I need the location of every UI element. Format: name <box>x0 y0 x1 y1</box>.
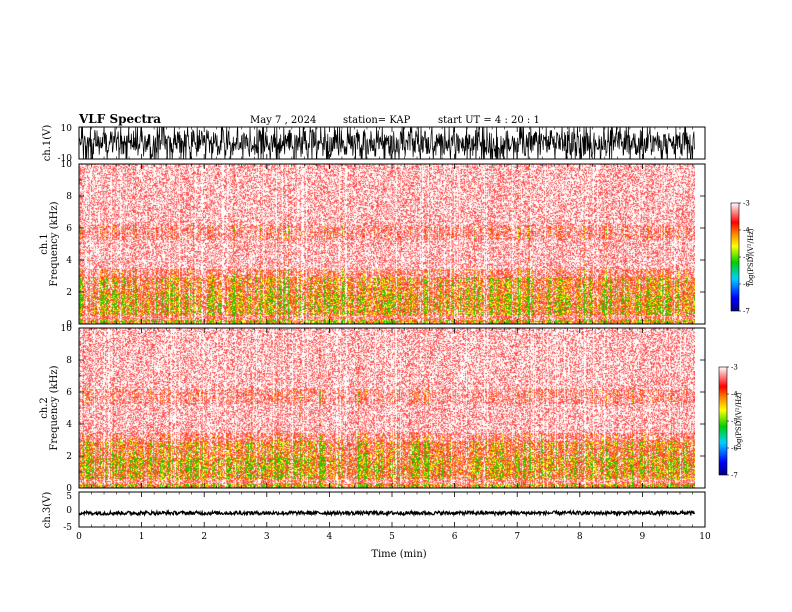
ytick-label: 8 <box>66 192 72 202</box>
ch3-ylabel: ch.3(V) <box>42 492 53 529</box>
ytick-label: 6 <box>66 224 72 234</box>
ytick-label: 0 <box>66 320 72 330</box>
ch3-waveform <box>79 508 695 518</box>
xtick-label: 1 <box>139 532 145 542</box>
time-xlabel: Time (min) <box>371 549 426 560</box>
xtick-label: 5 <box>389 532 395 542</box>
ch1-ytick-10: 10 <box>61 124 73 134</box>
ch2-channel-label: ch.2 <box>39 397 50 419</box>
ch3-ytick-neg5: -5 <box>63 523 72 533</box>
colorbar-tick-label: -3 <box>743 200 750 208</box>
ytick-label: 4 <box>66 420 72 430</box>
ch2-colorbar <box>718 366 728 476</box>
ch1-spectrogram-xticks <box>78 164 706 324</box>
ch3-ytick-5: 5 <box>66 492 72 502</box>
start-time-label: start UT = 4 : 20 : 1 <box>438 115 540 126</box>
ch3-ytick-0: 0 <box>66 506 72 516</box>
ch1-xticks <box>78 127 706 159</box>
ch3-waveform-frame <box>78 491 706 528</box>
station-label: station= KAP <box>343 115 411 126</box>
ytick-label: 10 <box>61 160 73 170</box>
colorbar-tick-label: -6 <box>731 445 738 453</box>
colorbar-tick-label: -5 <box>743 254 750 262</box>
ch2-freq-yticks: 0 2 4 6 8 10 <box>61 324 705 494</box>
ch1-ylabel: ch.1(V) <box>42 125 53 162</box>
colorbar-tick-label: -7 <box>731 472 738 480</box>
ytick-label: 4 <box>66 256 72 266</box>
xtick-label: 7 <box>514 532 520 542</box>
colorbar-tick-label: -3 <box>731 364 738 372</box>
colorbar-tick-label: -7 <box>743 308 750 316</box>
ytick-label: 2 <box>66 452 72 462</box>
ch3-waveform-trace <box>79 508 695 518</box>
ch2-spectrogram-xticks <box>78 328 706 488</box>
ch2-spectrogram <box>79 328 695 488</box>
xtick-label: 3 <box>264 532 270 542</box>
ytick-label: 2 <box>66 288 72 298</box>
xtick-label: 2 <box>201 532 207 542</box>
ch1-colorbar-ticks: -3 -4 -5 -6 -7 <box>739 200 750 316</box>
ch2-colorbar-ticks: -3 -4 -5 -6 -7 <box>727 364 738 480</box>
ch1-waveform-trace <box>79 127 695 159</box>
time-xticks: 0 1 2 3 4 5 6 7 8 9 10 <box>76 492 711 542</box>
xtick-label: 9 <box>640 532 646 542</box>
ch1-waveform-panel: 10 -10 ch.1(V) <box>42 124 706 164</box>
xtick-label: 4 <box>327 532 333 542</box>
ytick-label: 8 <box>66 356 72 366</box>
colorbar-tick-label: -4 <box>743 227 750 235</box>
ch1-colorbar <box>730 202 740 312</box>
xtick-label: 6 <box>452 532 458 542</box>
ch2-freq-ylabel: Frequency (kHz) <box>49 365 60 450</box>
ch1-freq-yticks: 0 2 4 6 8 10 <box>61 160 705 330</box>
colorbar-tick-label: -6 <box>743 281 750 289</box>
ch1-channel-label: ch.1 <box>39 233 50 255</box>
ch1-colorbar-label: log(PSD)(V²/Hz) <box>747 228 755 285</box>
colorbar-tick-label: -4 <box>731 391 738 399</box>
xtick-label: 0 <box>76 532 82 542</box>
colorbar-tick-label: -5 <box>731 418 738 426</box>
ytick-label: 10 <box>61 324 73 334</box>
ch1-waveform <box>79 127 695 159</box>
xtick-label: 10 <box>699 532 711 542</box>
xtick-label: 8 <box>577 532 583 542</box>
ch3-waveform-panel: 5 0 -5 ch.3(V) 0 1 2 3 4 5 6 7 8 9 10 Time (min) <box>42 491 711 560</box>
ch1-ytick-neg10: -10 <box>58 154 73 164</box>
ytick-label: 6 <box>66 388 72 398</box>
date-label: May 7 , 2024 <box>250 115 316 126</box>
ch2-colorbar-label: log(PSD)(V²/Hz) <box>735 392 743 449</box>
chart-title: VLF Spectra <box>78 112 161 126</box>
ch1-freq-ylabel: Frequency (kHz) <box>49 201 60 286</box>
ytick-label: 0 <box>66 484 72 494</box>
ch1-spectrogram <box>79 164 695 324</box>
